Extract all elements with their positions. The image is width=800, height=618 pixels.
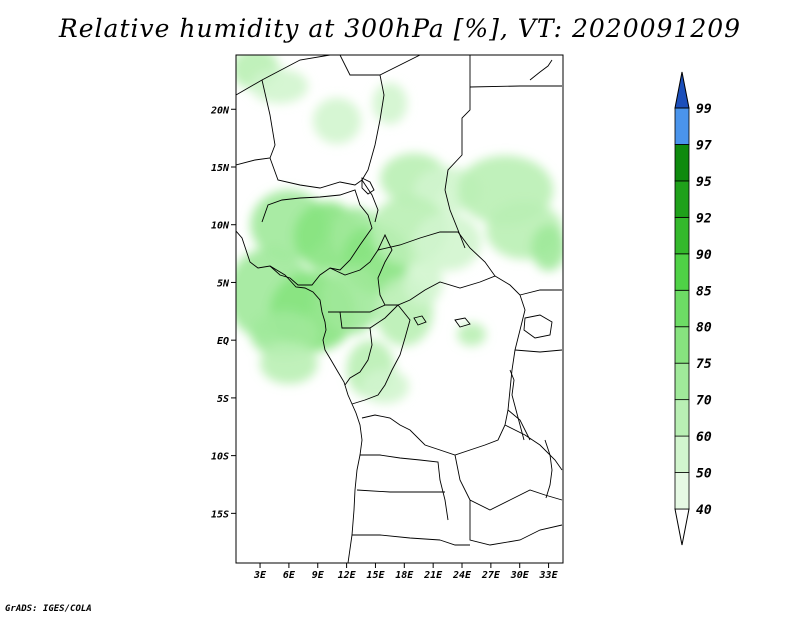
colorbar-bin — [674, 144, 690, 182]
lon-tick-label: 30E — [510, 570, 530, 581]
lake-chad — [361, 177, 375, 195]
lat-tick-label: EQ — [217, 336, 229, 347]
colorbar-bin — [674, 289, 690, 328]
colorbar-bin — [674, 326, 690, 364]
lon-tick-label: 12E — [338, 570, 357, 581]
colorbar-label: 90 — [696, 248, 712, 263]
border-cameroon — [328, 233, 393, 313]
border-sahara-north — [236, 55, 562, 191]
border-drc — [351, 275, 526, 456]
country-borders — [236, 55, 563, 563]
border-east-africa — [439, 289, 563, 546]
humidity-region — [250, 68, 309, 104]
lake-kivu — [413, 315, 471, 328]
colorbar-label: 70 — [696, 394, 712, 409]
lake-victoria — [523, 314, 553, 339]
lat-tick-label: 10N — [211, 221, 230, 232]
lat-tick-label: 15N — [211, 163, 230, 174]
colorbar-bin — [674, 472, 690, 510]
map-title: Relative humidity at 300hPa [%], VT: 202… — [58, 14, 742, 43]
colorbar-label: 85 — [696, 284, 712, 299]
lon-tick-label: 18E — [395, 570, 414, 581]
humidity-region — [361, 369, 410, 404]
colorbar-bin — [674, 399, 690, 437]
lat-tick-label: 5N — [217, 278, 230, 289]
lon-tick-label: 15E — [366, 570, 385, 581]
border-congo — [328, 304, 399, 386]
colorbar-label: 99 — [696, 102, 712, 117]
humidity-region — [413, 213, 482, 271]
credit-label: GrADS: IGES/COLA — [5, 604, 92, 614]
border-nigeria — [261, 189, 373, 286]
humidity-region — [531, 224, 563, 271]
border-angola — [352, 454, 449, 541]
lake-tanganyika — [509, 369, 525, 441]
colorbar-label: 40 — [696, 503, 712, 518]
lat-tick-label: 20N — [210, 105, 230, 116]
lat-tick-label: 10S — [211, 452, 229, 463]
lon-tick-label: 21E — [423, 570, 443, 581]
colorbar-bin — [674, 253, 690, 291]
lon-tick-label: 24E — [452, 570, 472, 581]
colorbar-label: 92 — [696, 211, 712, 226]
colorbar-label: 95 — [696, 175, 712, 190]
humidity-region — [312, 97, 362, 144]
colorbar-label: 75 — [696, 357, 712, 372]
lon-tick-label: 9E — [312, 570, 325, 581]
humidity-region — [404, 259, 443, 306]
colorbar-bin — [674, 107, 690, 145]
lon-tick-label: 3E — [253, 570, 267, 581]
humidity-region — [260, 342, 318, 385]
colorbar-label: 50 — [696, 467, 712, 482]
colorbar-bin — [674, 435, 690, 473]
colorbar-label: 80 — [696, 321, 712, 336]
map-frame — [235, 54, 564, 564]
lake-malawi — [544, 439, 553, 499]
colorbar: 40 50 60 70 75 80 85 90 92 95 97 99 — [674, 71, 712, 546]
latitude-axis: 20N 15N 10N 5N EQ 5S 10S 15S — [210, 105, 236, 520]
colorbar-label: 97 — [696, 138, 712, 153]
lat-tick-label: 5S — [217, 394, 229, 405]
humidity-region — [322, 265, 381, 335]
colorbar-label: 60 — [696, 430, 712, 445]
coast-red-sea — [529, 59, 553, 81]
longitude-axis: 3E 6E 9E 12E 15E 18E 21E 24E 27E 30E 33E — [253, 563, 559, 581]
border-sahel — [236, 79, 466, 249]
lon-tick-label: 27E — [481, 570, 501, 581]
lon-tick-label: 33E — [539, 570, 559, 581]
humidity-region — [457, 322, 487, 346]
colorbar-bin — [674, 180, 690, 218]
colorbar-bin — [674, 216, 690, 255]
lat-tick-label: 15S — [211, 509, 229, 520]
colorbar-bin — [674, 362, 690, 401]
colorbar-upper-arrow — [674, 71, 690, 109]
humidity-region — [372, 82, 408, 125]
colorbar-lower-arrow — [674, 508, 690, 546]
lon-tick-label: 6E — [283, 570, 296, 581]
coastline-west-africa — [236, 230, 363, 563]
